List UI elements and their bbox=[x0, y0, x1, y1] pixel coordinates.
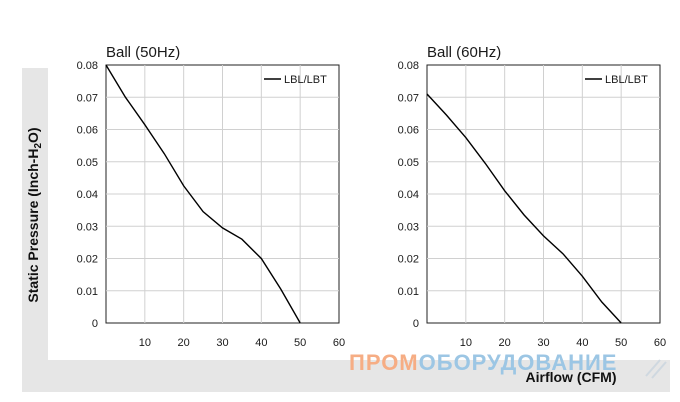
y-tick-label: 0.03 bbox=[77, 221, 98, 233]
x-tick-label: 40 bbox=[576, 337, 588, 349]
x-tick-label: 50 bbox=[615, 337, 627, 349]
chart-panel-50hz: Ball (50Hz) 0 0.01 0.02 0.03 0.04 0.05 0.06 0.0… bbox=[77, 44, 346, 349]
y-tick-label: 0.04 bbox=[398, 189, 419, 201]
watermark-part2: ОБОРУДОВАНИЕ bbox=[419, 350, 618, 375]
watermark-part1: ПРОМ bbox=[349, 350, 419, 375]
y-tick-label: 0.02 bbox=[398, 254, 419, 266]
x-axis-label: Airflow (CFM) bbox=[526, 369, 617, 385]
legend-label: LBL/LBT bbox=[605, 74, 648, 86]
series-line-lbl-lbt bbox=[105, 64, 301, 324]
y-tick-label: 0.01 bbox=[398, 286, 419, 298]
y-tick-label: 0.04 bbox=[77, 189, 98, 201]
legend-label: LBL/LBT bbox=[284, 74, 327, 86]
frame-left-band bbox=[22, 68, 48, 392]
watermark: ПРОМОБОРУДОВАНИЕ bbox=[349, 350, 617, 375]
x-tick-label: 60 bbox=[333, 337, 345, 349]
y-tick-label: 0 bbox=[413, 318, 419, 330]
y-tick-label: 0.08 bbox=[398, 60, 419, 72]
chart-panel-60hz: Ball (60Hz) 0 0.01 0.02 0.03 0.04 0.05 0.06 0.0… bbox=[398, 44, 667, 349]
watermark-stripes-icon bbox=[645, 359, 667, 379]
x-tick-label: 30 bbox=[537, 337, 549, 349]
y-tick-label: 0.07 bbox=[398, 92, 419, 104]
x-tick-label: 30 bbox=[216, 337, 228, 349]
legend: LBL/LBT bbox=[585, 74, 648, 86]
chart-title: Ball (50Hz) bbox=[106, 44, 180, 61]
y-tick-label: 0.02 bbox=[77, 254, 98, 266]
y-tick-label: 0.06 bbox=[77, 125, 98, 137]
legend: LBL/LBT bbox=[264, 74, 327, 86]
chart-title: Ball (60Hz) bbox=[427, 44, 501, 61]
series-line-lbl-lbt bbox=[426, 93, 622, 324]
x-tick-label: 20 bbox=[178, 337, 190, 349]
x-tick-label: 20 bbox=[499, 337, 511, 349]
frame-bottom-band bbox=[22, 360, 670, 392]
y-tick-label: 0.06 bbox=[398, 125, 419, 137]
y-axis-label: Static Pressure (Inch-H2O) bbox=[25, 127, 44, 302]
x-tick-label: 10 bbox=[460, 337, 472, 349]
x-tick-label: 50 bbox=[294, 337, 306, 349]
x-tick-label: 60 bbox=[654, 337, 666, 349]
y-tick-label: 0.08 bbox=[77, 60, 98, 72]
x-tick-label: 40 bbox=[255, 337, 267, 349]
y-tick-label: 0.05 bbox=[398, 157, 419, 169]
y-tick-label: 0.05 bbox=[77, 157, 98, 169]
y-tick-label: 0.03 bbox=[398, 221, 419, 233]
y-tick-label: 0.07 bbox=[77, 92, 98, 104]
y-tick-label: 0.01 bbox=[77, 286, 98, 298]
x-tick-label: 10 bbox=[139, 337, 151, 349]
y-tick-label: 0 bbox=[92, 318, 98, 330]
